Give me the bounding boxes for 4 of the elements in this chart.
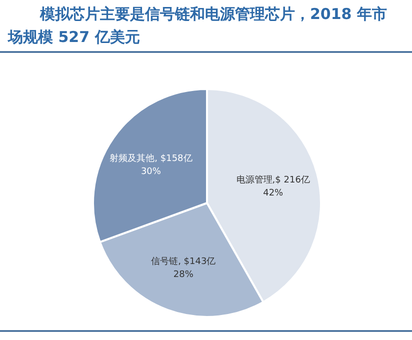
slice-label: 信号链, $143亿 28% [151,256,216,280]
slice-label: 射频及其他, $158亿 30% [110,152,192,177]
slice-label: 电源管理,$ 216亿 42% [236,174,310,199]
chart-title: 模拟芯片主要是信号链和电源管理芯片，2018 年市场规模 527 亿美元 [7,5,387,46]
